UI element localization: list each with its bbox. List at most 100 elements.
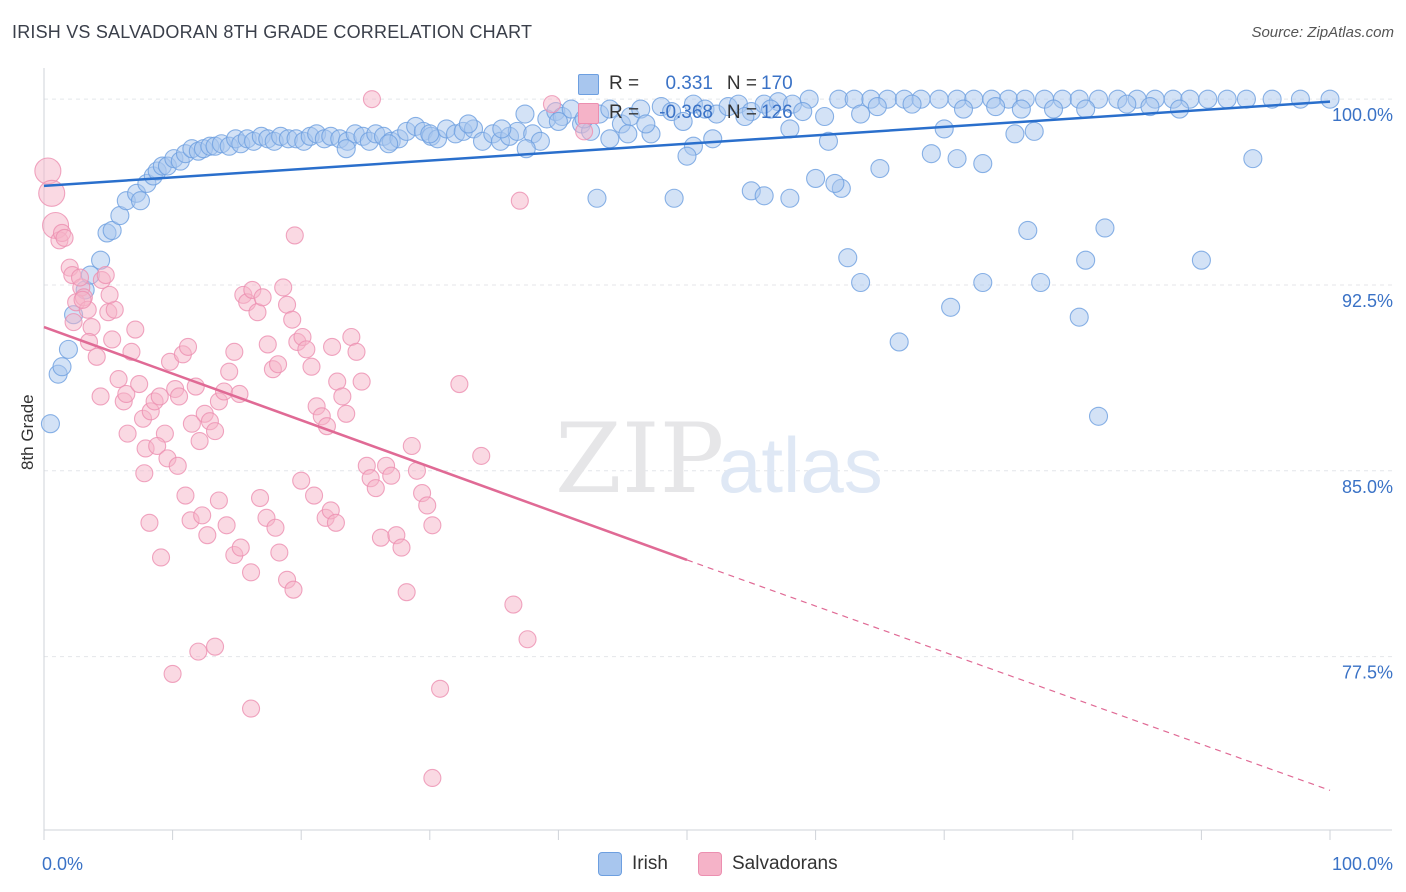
data-point-irish xyxy=(492,119,512,139)
data-point-irish xyxy=(102,220,122,241)
data-point-salvadorans xyxy=(397,583,416,602)
stats-n-value: 126 xyxy=(761,102,793,123)
data-point-salvadorans xyxy=(182,414,201,433)
tick-labels: 100.0% 92.5% 85.0% 77.5% 0.0% 100.0% xyxy=(42,105,1393,874)
data-point-salvadorans xyxy=(542,95,562,114)
data-point-salvadorans xyxy=(130,375,149,394)
data-point-salvadorans xyxy=(371,528,390,547)
data-point-salvadorans xyxy=(178,337,198,356)
trend-lines xyxy=(43,100,1331,791)
data-point-irish xyxy=(1140,97,1160,117)
data-point-irish xyxy=(1076,250,1096,270)
data-point-salvadorans xyxy=(270,543,289,562)
data-point-salvadorans xyxy=(193,506,212,525)
data-point-irish xyxy=(1095,218,1115,238)
data-point-salvadorans xyxy=(504,595,523,614)
data-point-irish xyxy=(838,248,858,268)
data-point-irish xyxy=(1169,99,1190,119)
data-point-salvadorans xyxy=(209,491,228,510)
data-point-salvadorans xyxy=(118,424,137,443)
data-point-irish xyxy=(677,146,697,166)
data-point-salvadorans xyxy=(126,320,145,339)
data-point-irish xyxy=(1191,250,1211,270)
data-point-salvadorans xyxy=(168,456,187,475)
data-point-irish xyxy=(851,104,871,124)
data-point-salvadorans xyxy=(253,288,272,307)
data-point-salvadorans xyxy=(73,290,92,309)
data-point-salvadorans xyxy=(431,679,450,698)
legend-item-salvadorans[interactable]: Salvadorans xyxy=(698,852,838,876)
data-point-salvadorans xyxy=(151,548,171,567)
chart-source: Source: ZipAtlas.com xyxy=(1251,24,1394,41)
data-point-irish xyxy=(953,99,974,119)
data-point-salvadorans xyxy=(70,268,90,287)
stats-n-label: N = xyxy=(726,102,757,123)
data-point-salvadorans xyxy=(284,580,303,599)
data-point-irish xyxy=(735,106,755,127)
data-point-salvadorans xyxy=(55,228,74,247)
data-point-salvadorans xyxy=(285,226,304,245)
data-point-salvadorans xyxy=(241,699,261,718)
data-point-salvadorans xyxy=(217,516,236,535)
stats-r-value: -0.368 xyxy=(659,102,713,123)
legend-label-salvadorans: Salvadorans xyxy=(732,853,838,874)
series-salvadorans xyxy=(34,90,594,788)
data-point-salvadorans xyxy=(96,266,115,285)
x-tick-label: 0.0% xyxy=(42,854,83,874)
data-point-irish xyxy=(1262,89,1282,109)
data-point-salvadorans xyxy=(366,479,385,498)
data-point-salvadorans xyxy=(450,375,469,394)
data-point-salvadorans xyxy=(323,337,342,356)
legend-item-irish[interactable]: Irish xyxy=(598,852,668,876)
data-point-irish xyxy=(806,168,826,188)
data-point-irish xyxy=(703,129,723,149)
data-point-irish xyxy=(52,357,72,377)
data-point-salvadorans xyxy=(362,90,381,109)
data-point-salvadorans xyxy=(274,278,293,297)
data-point-irish xyxy=(379,134,399,154)
legend-swatch-irish xyxy=(598,852,622,876)
data-point-salvadorans xyxy=(392,538,411,557)
data-point-salvadorans xyxy=(82,318,101,337)
data-point-irish xyxy=(336,139,356,159)
data-point-salvadorans xyxy=(140,513,159,532)
stats-n-value: 170 xyxy=(761,73,793,94)
data-point-irish xyxy=(761,99,781,119)
data-point-irish xyxy=(600,99,620,119)
data-point-irish xyxy=(1217,89,1237,109)
data-point-irish xyxy=(515,104,535,124)
data-point-irish xyxy=(1043,99,1064,119)
data-point-salvadorans xyxy=(241,563,261,582)
stats-row-irish: R = 0.331 N = 170 xyxy=(566,70,793,98)
data-point-irish xyxy=(973,154,993,174)
data-point-salvadorans xyxy=(205,637,225,656)
data-point-irish xyxy=(1290,89,1310,109)
data-point-irish xyxy=(1198,89,1218,109)
data-point-irish xyxy=(929,89,949,109)
data-point-salvadorans xyxy=(302,357,321,376)
data-point-salvadorans xyxy=(250,488,270,508)
data-point-irish xyxy=(1069,307,1089,327)
stats-r-label: R = xyxy=(609,102,640,123)
data-point-irish xyxy=(1076,99,1096,119)
stats-n-label: N = xyxy=(726,73,757,94)
data-point-salvadorans xyxy=(163,664,182,683)
data-point-irish xyxy=(921,144,941,164)
data-point-irish xyxy=(587,188,607,208)
data-point-irish xyxy=(1088,89,1109,109)
y-tick-label: 100.0% xyxy=(1332,105,1393,125)
data-point-irish xyxy=(947,149,967,169)
data-point-salvadorans xyxy=(103,330,122,349)
stats-r-label: R = xyxy=(609,73,640,94)
data-point-salvadorans xyxy=(283,310,302,329)
trend-extension-salvadorans xyxy=(686,559,1331,791)
data-point-salvadorans xyxy=(266,518,285,537)
stats-swatch-irish xyxy=(578,73,599,95)
data-point-salvadorans xyxy=(326,513,345,532)
stats-legend: R = 0.331 N = 170 R = -0.368 N = 126 xyxy=(566,68,816,130)
y-tick-label: 92.5% xyxy=(1342,291,1393,311)
data-point-irish xyxy=(1117,94,1137,114)
data-point-salvadorans xyxy=(220,362,239,381)
data-point-salvadorans xyxy=(347,342,366,361)
